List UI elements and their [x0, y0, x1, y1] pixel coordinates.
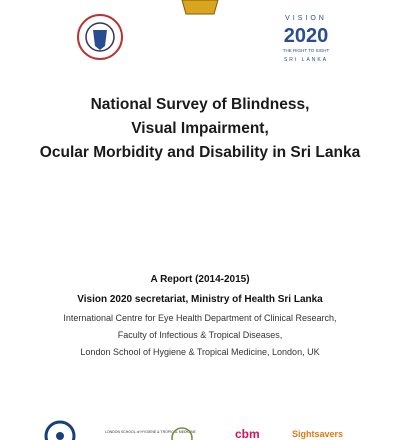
college-shield [93, 30, 107, 50]
report-period: A Report (2014-2015) [150, 274, 250, 285]
report-line: London School of Hygiene & Tropical Medi… [80, 347, 320, 357]
title-line: Ocular Morbidity and Disability in Sri L… [39, 144, 361, 161]
cbm-logo: cbm [235, 427, 260, 440]
iceh-logo [44, 420, 76, 440]
sightsavers-logo: Sightsavers [292, 429, 343, 439]
footer-logos: LONDON SCHOOL of HYGIENE & TROPICAL MEDI… [44, 420, 343, 440]
top-logos: VISION 2020 THE RIGHT TO SIGHT SRI LANKA [77, 0, 330, 63]
bihr-logo [171, 427, 193, 440]
vision-word: VISION [285, 15, 327, 22]
lshtm-logo: LONDON SCHOOL of HYGIENE & TROPICAL MEDI… [105, 430, 197, 434]
report-line: International Centre for Eye Health Depa… [63, 313, 337, 323]
title-line: National Survey of Blindness, [90, 96, 310, 113]
report-line: Faculty of Infectious & Tropical Disease… [117, 330, 283, 340]
title-line: Visual Impairment, [131, 120, 269, 137]
vision-country: SRI LANKA [284, 57, 328, 63]
vision-tagline: THE RIGHT TO SIGHT [283, 48, 330, 53]
report-secretariat: Vision 2020 secretariat, Ministry of Hea… [77, 294, 323, 305]
vision-number: 2020 [284, 25, 329, 47]
iceh-logo-pupil [56, 432, 64, 440]
national-emblem [181, 0, 219, 15]
